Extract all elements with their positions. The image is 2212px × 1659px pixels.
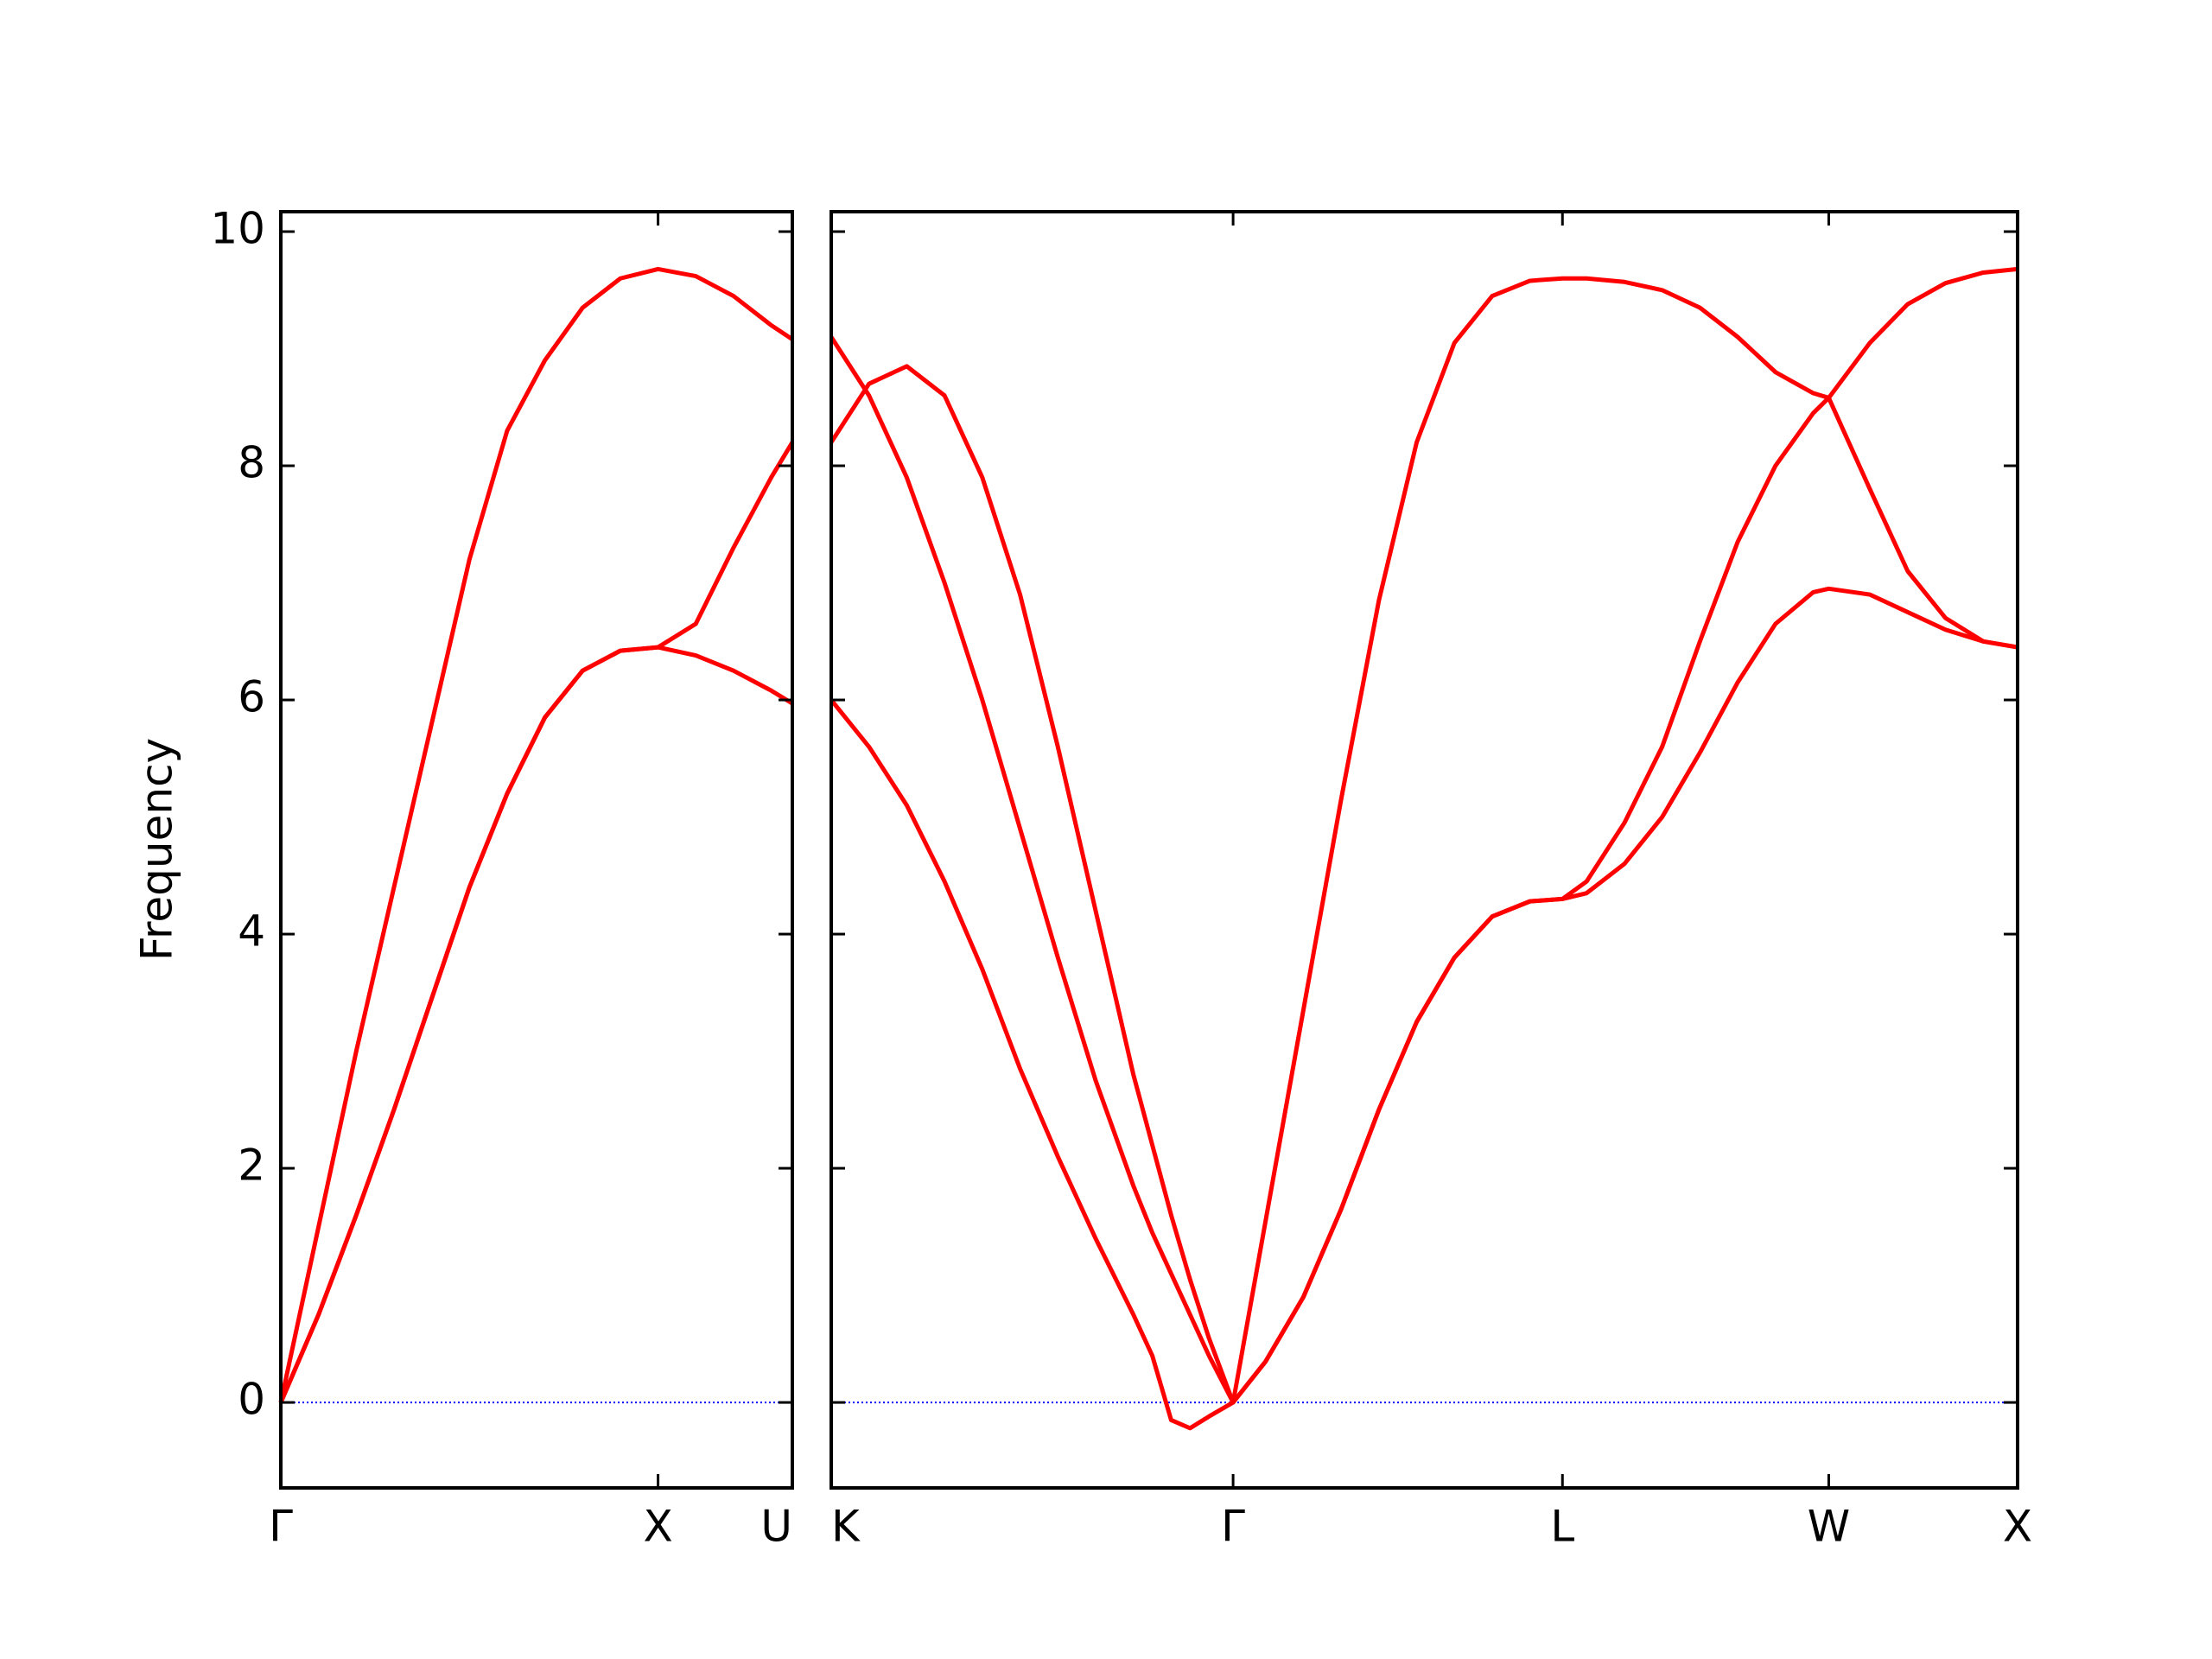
y-tick-label: 6: [238, 672, 265, 722]
band-line: [830, 586, 2018, 1431]
band-line: [278, 441, 795, 1404]
plot-frame: [279, 210, 794, 1490]
y-axis-label: Frequency: [132, 738, 182, 961]
x-tick-label: Γ: [269, 1502, 293, 1552]
y-tick-label: 0: [238, 1375, 265, 1425]
band-line: [278, 645, 794, 1404]
y-tick-label: 8: [238, 438, 265, 488]
y-tick-label: 2: [238, 1141, 265, 1191]
band-line: [278, 266, 794, 1403]
x-tick-label: Γ: [1221, 1502, 1245, 1552]
x-tick-label: X: [2003, 1502, 2032, 1552]
x-tick-label: L: [1550, 1502, 1574, 1552]
band-line: [829, 266, 2018, 1405]
band-line: [829, 364, 2018, 1405]
plot-frame: [830, 210, 2019, 1490]
x-tick-label: K: [831, 1502, 861, 1552]
x-tick-label: U: [760, 1502, 792, 1552]
x-tick-label: X: [643, 1502, 672, 1552]
x-tick-label: W: [1808, 1502, 1850, 1552]
y-tick-label: 4: [238, 906, 265, 957]
y-tick-label: 10: [210, 204, 265, 254]
